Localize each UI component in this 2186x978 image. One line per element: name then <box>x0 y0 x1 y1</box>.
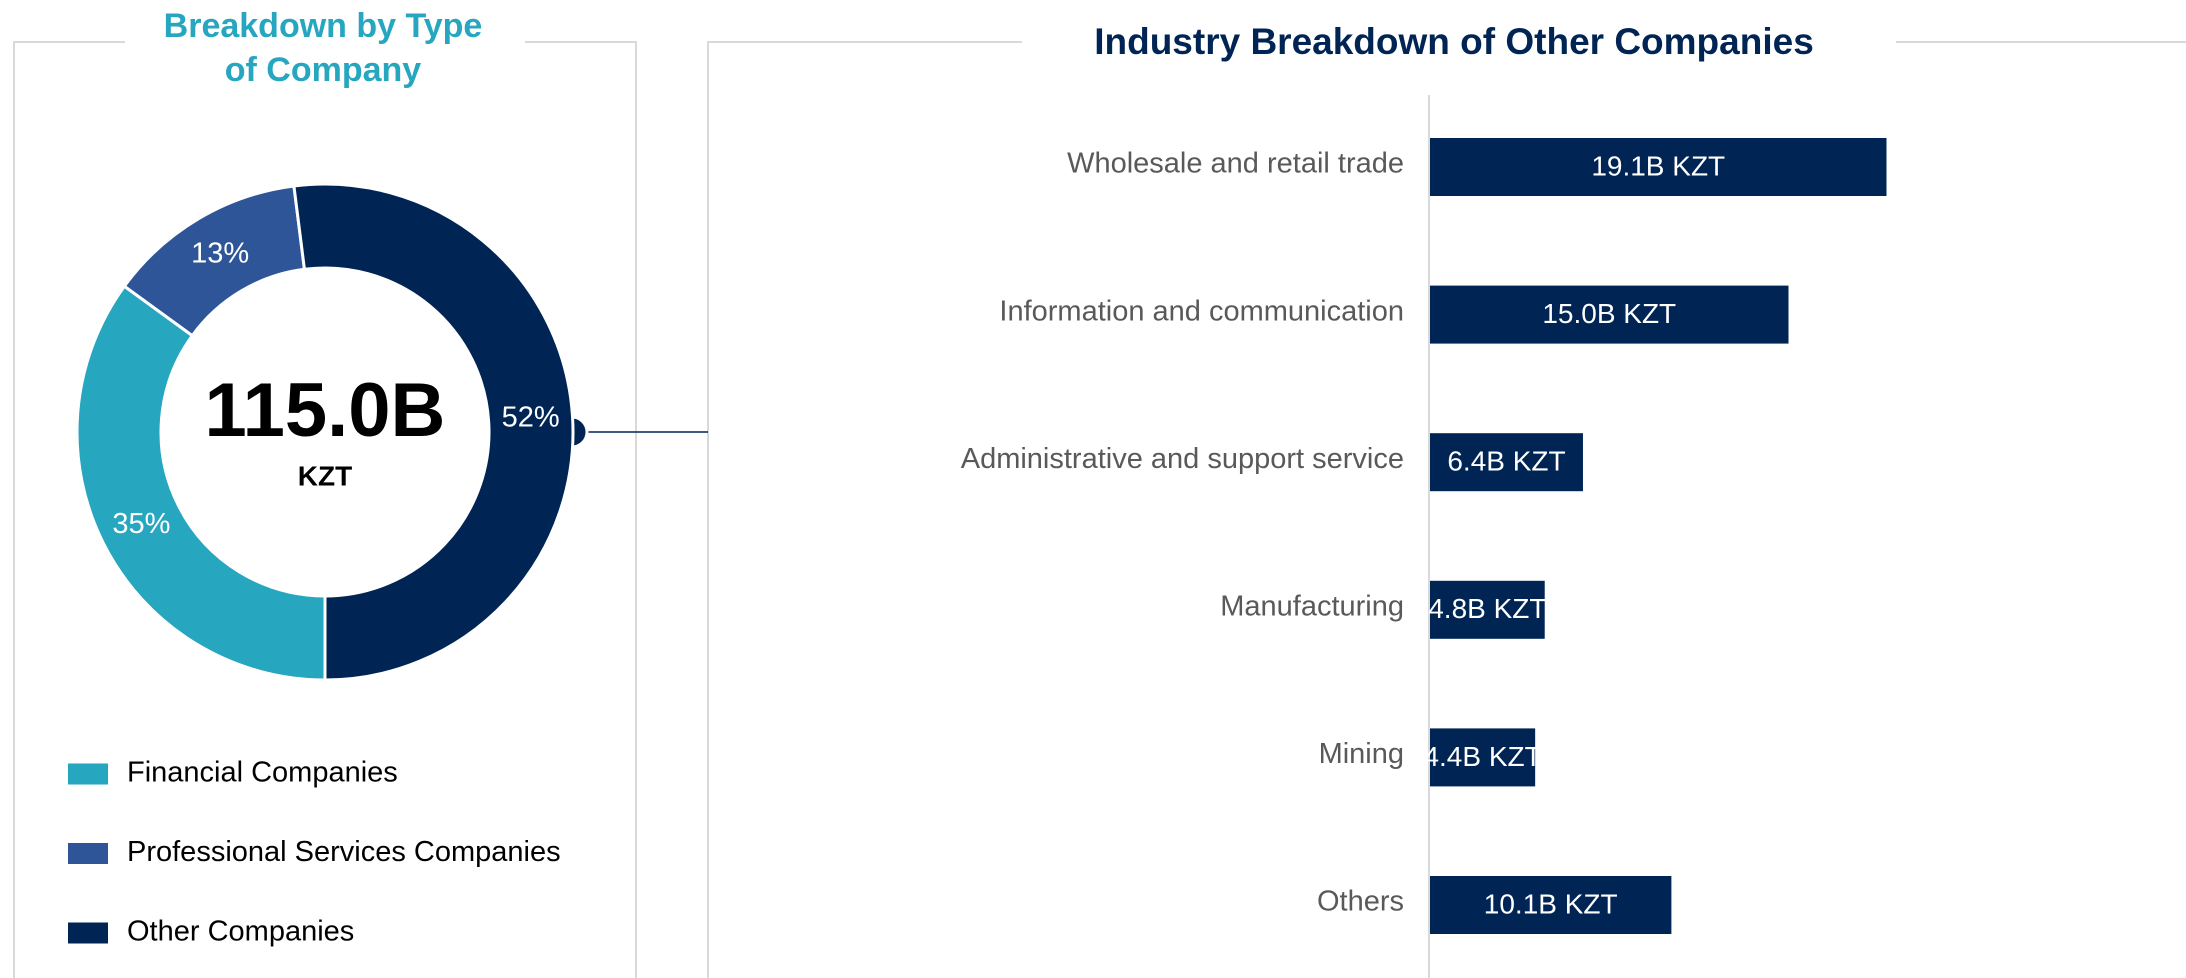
legend-swatch <box>68 922 108 944</box>
bar <box>1430 728 1536 787</box>
donut-center-value: 115.0B <box>205 368 446 453</box>
donut-segment <box>292 182 575 682</box>
bar-value-label: 4.8B KZT <box>1428 593 1546 624</box>
legend-swatch <box>68 763 108 785</box>
bar <box>1430 285 1789 344</box>
bar-title: Industry Breakdown of Other Companies <box>1094 21 1814 62</box>
left-frame <box>525 41 637 978</box>
bar <box>1430 433 1583 492</box>
donut-center-unit: KZT <box>298 460 352 491</box>
donut-title: Breakdown by Type of Company <box>158 4 488 92</box>
frames <box>13 41 2186 978</box>
bar <box>1430 580 1545 639</box>
category-label: Wholesale and retail trade <box>1067 148 1404 180</box>
legend-swatch <box>68 843 108 864</box>
bar <box>1430 138 1887 196</box>
bar-value-label: 15.0B KZT <box>1542 298 1676 329</box>
legend-label: Other Companies <box>127 916 354 948</box>
donut-value-label: 13% <box>191 237 249 269</box>
right-frame <box>707 41 1022 978</box>
bar-value-label: 6.4B KZT <box>1447 446 1565 477</box>
donut-value-label: 52% <box>502 402 560 434</box>
left-frame <box>13 41 125 978</box>
category-label: Manufacturing <box>1220 590 1404 622</box>
category-label: Others <box>1317 886 1404 918</box>
category-label: Mining <box>1319 738 1404 770</box>
category-label: Administrative and support service <box>961 443 1404 475</box>
bar-value-label: 19.1B KZT <box>1591 150 1725 181</box>
donut-segment <box>75 284 327 682</box>
bar <box>1430 876 1672 934</box>
bar-value-label: 10.1B KZT <box>1484 888 1618 919</box>
donut-value-label: 35% <box>112 508 170 540</box>
category-label: Information and communication <box>999 295 1404 327</box>
legend-label: Professional Services Companies <box>127 836 561 868</box>
bar-value-label: 4.4B KZT <box>1423 741 1541 772</box>
legend-label: Financial Companies <box>127 757 398 789</box>
